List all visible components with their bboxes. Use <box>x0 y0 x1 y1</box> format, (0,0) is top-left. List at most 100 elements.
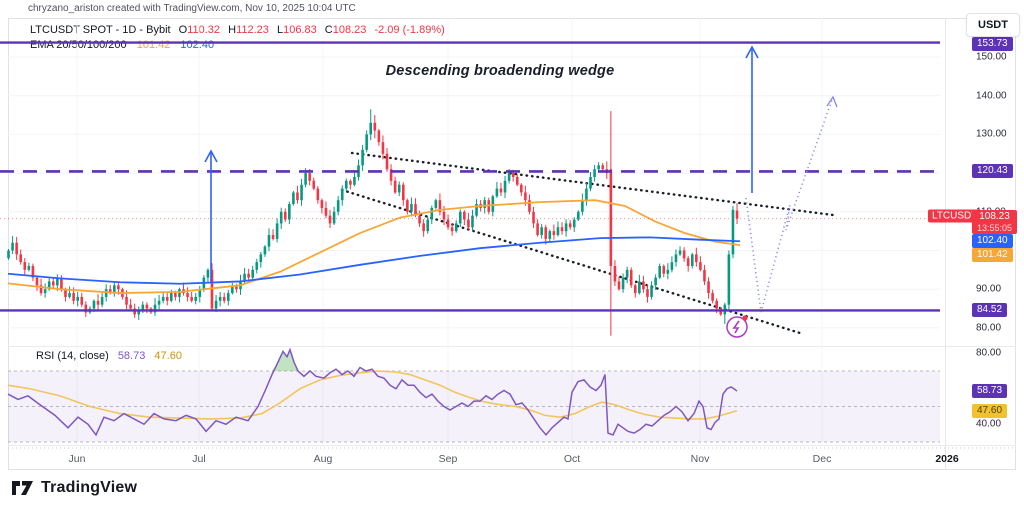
chart-frame <box>8 18 1016 470</box>
candle-body <box>454 223 458 232</box>
change-value: -2.09 (-1.89%) <box>374 24 445 36</box>
candle-body <box>27 265 31 270</box>
candle-body <box>108 289 112 294</box>
candle-body <box>609 169 613 266</box>
candle-body <box>682 250 686 259</box>
candle-body <box>178 289 181 297</box>
candle-body <box>324 207 328 216</box>
candle-body <box>686 258 690 266</box>
low-value: 106.83 <box>283 24 317 36</box>
projection-arrow-head <box>826 95 838 108</box>
candle-body <box>174 293 177 297</box>
price-level-label: 102.40 <box>972 234 1013 248</box>
candle-body <box>316 188 320 201</box>
candle-body <box>39 285 43 294</box>
candle-body <box>100 296 104 305</box>
price-level-label: 84.52 <box>972 303 1008 318</box>
candle-body <box>369 122 373 135</box>
candle-body <box>255 262 259 270</box>
candle-body <box>161 296 165 301</box>
candle-body <box>572 219 576 228</box>
candle-body <box>243 273 246 282</box>
candle-body <box>450 227 454 232</box>
candle-body <box>577 211 580 220</box>
time-axis-separator <box>8 445 1016 446</box>
candle-body <box>76 296 79 301</box>
candle-body <box>194 296 198 301</box>
candle-body <box>186 293 189 297</box>
symbol-legend[interactable]: LTCUSDT SPOT - 1D - Bybit O110.32 H112.2… <box>30 24 445 36</box>
candle-body <box>365 134 368 150</box>
candle-body <box>442 211 446 220</box>
candle-body <box>373 122 377 131</box>
price-tick-label: 150.00 <box>976 51 1007 63</box>
candle-body <box>564 223 568 232</box>
symbol-price-tag: LTCUSDT <box>928 209 982 223</box>
candle-body <box>593 169 596 177</box>
candle-body <box>495 188 499 197</box>
candle-body <box>511 173 515 177</box>
candle-body <box>707 281 710 294</box>
candle-body <box>426 219 430 232</box>
candle-body <box>340 188 344 201</box>
time-axis[interactable]: Jun Jul Aug Sep Oct Nov Dec 2026 <box>8 446 1016 470</box>
candle-body <box>320 200 324 208</box>
candle-body <box>393 180 397 193</box>
projection-path <box>745 96 834 313</box>
price-level-label: 153.73 <box>972 37 1013 51</box>
candle-body <box>96 300 100 305</box>
candle-body <box>520 184 523 193</box>
candle-body <box>430 207 434 220</box>
candle-body <box>125 296 128 305</box>
candle-body <box>458 211 462 224</box>
close-value: 108.23 <box>332 24 367 36</box>
candle-body <box>727 254 731 305</box>
time-tick-label: Jun <box>68 453 86 465</box>
price-level-label: 101.42 <box>972 247 1013 262</box>
pane-separator[interactable] <box>8 346 1016 347</box>
candle-body <box>15 242 18 255</box>
tradingview-logo[interactable]: TradingView <box>12 478 137 498</box>
tradingview-logo-icon <box>12 481 33 495</box>
candle-body <box>345 180 348 189</box>
rsi-ma-value: 47.60 <box>154 350 182 362</box>
candle-body <box>300 184 303 201</box>
rsi-legend[interactable]: RSI (14, close) 58.73 47.60 <box>36 350 182 362</box>
candle-body <box>601 165 605 170</box>
candle-body <box>296 192 299 201</box>
candle-body <box>560 227 564 232</box>
candle-body <box>613 265 617 282</box>
candle-body <box>35 277 39 286</box>
candle-body <box>251 269 254 278</box>
candle-body <box>275 223 279 239</box>
candle-body <box>271 235 275 239</box>
candle-body <box>328 215 332 224</box>
candle-body <box>190 296 193 301</box>
candle-body <box>117 285 120 290</box>
price-tick-label: 40.00 <box>976 418 1002 430</box>
candle-body <box>646 289 649 297</box>
candle-body <box>308 173 311 181</box>
lightning-icon <box>726 316 748 338</box>
candle-body <box>629 269 633 286</box>
candle-body <box>60 277 63 290</box>
candle-body <box>64 289 67 297</box>
candle-body <box>226 293 230 301</box>
candle-body <box>247 273 250 278</box>
currency-toggle-button[interactable]: USDT <box>966 13 1020 37</box>
candle-body <box>638 281 641 294</box>
time-tick-label: Oct <box>563 453 581 465</box>
price-axis-separator <box>945 18 946 470</box>
notification-dot <box>742 315 748 321</box>
price-axis[interactable]: 153.73150.00140.00130.00120.43110.00108.… <box>946 18 1024 470</box>
candle-body <box>51 281 55 286</box>
price-countdown: 13:55:05 <box>977 223 1013 233</box>
candle-body <box>11 242 14 251</box>
candle-body <box>145 304 149 309</box>
candle-body <box>418 215 421 224</box>
candle-body <box>397 184 401 193</box>
tradingview-logo-text: TradingView <box>41 479 138 496</box>
candle-body <box>528 200 531 212</box>
